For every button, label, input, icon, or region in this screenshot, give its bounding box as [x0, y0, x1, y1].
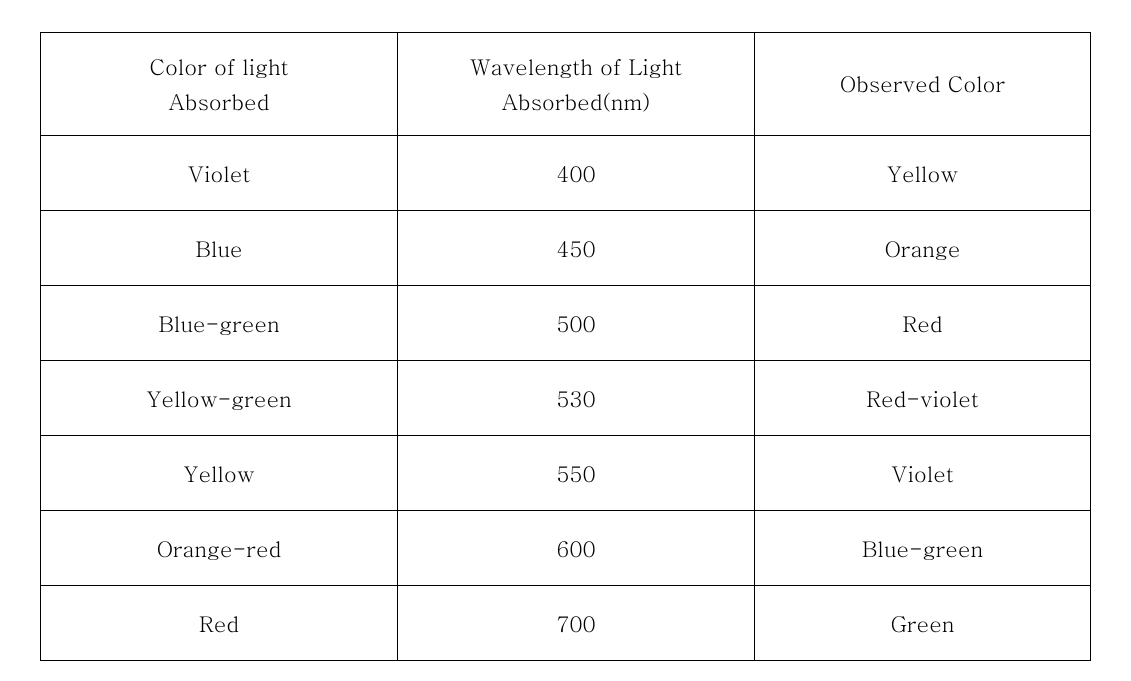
cell-absorbed-color: Blue-green — [41, 286, 398, 361]
table-row: Red 700 Green — [41, 586, 1091, 661]
table-row: Blue 450 Orange — [41, 211, 1091, 286]
cell-observed-color: Orange — [755, 211, 1091, 286]
cell-absorbed-color: Orange-red — [41, 511, 398, 586]
cell-observed-color: Yellow — [755, 136, 1091, 211]
cell-absorbed-color: Yellow — [41, 436, 398, 511]
cell-absorbed-color: Violet — [41, 136, 398, 211]
col-header-wavelength: Wavelength of Light Absorbed(nm) — [398, 33, 755, 136]
table-row: Orange-red 600 Blue-green — [41, 511, 1091, 586]
col-header-wavelength-line1: Wavelength of Light — [470, 51, 682, 82]
color-wavelength-table: Color of light Absorbed Wavelength of Li… — [40, 32, 1091, 661]
col-header-observed-color: Observed Color — [755, 33, 1091, 136]
cell-absorbed-color: Red — [41, 586, 398, 661]
cell-wavelength: 530 — [398, 361, 755, 436]
cell-wavelength: 450 — [398, 211, 755, 286]
cell-observed-color: Red-violet — [755, 361, 1091, 436]
cell-wavelength: 700 — [398, 586, 755, 661]
cell-observed-color: Blue-green — [755, 511, 1091, 586]
cell-wavelength: 400 — [398, 136, 755, 211]
cell-observed-color: Green — [755, 586, 1091, 661]
cell-wavelength: 500 — [398, 286, 755, 361]
table-row: Violet 400 Yellow — [41, 136, 1091, 211]
col-header-absorbed-color-line1: Color of light — [150, 51, 289, 82]
cell-absorbed-color: Blue — [41, 211, 398, 286]
table-row: Yellow-green 530 Red-violet — [41, 361, 1091, 436]
col-header-absorbed-color-line2: Absorbed — [169, 86, 270, 117]
col-header-absorbed-color: Color of light Absorbed — [41, 33, 398, 136]
cell-observed-color: Violet — [755, 436, 1091, 511]
table-container: Color of light Absorbed Wavelength of Li… — [0, 0, 1131, 681]
table-row: Blue-green 500 Red — [41, 286, 1091, 361]
col-header-wavelength-line2: Absorbed(nm) — [502, 86, 651, 117]
cell-absorbed-color: Yellow-green — [41, 361, 398, 436]
col-header-observed-color-text: Observed Color — [840, 68, 1005, 99]
table-row: Yellow 550 Violet — [41, 436, 1091, 511]
cell-wavelength: 550 — [398, 436, 755, 511]
cell-observed-color: Red — [755, 286, 1091, 361]
cell-wavelength: 600 — [398, 511, 755, 586]
table-header-row: Color of light Absorbed Wavelength of Li… — [41, 33, 1091, 136]
